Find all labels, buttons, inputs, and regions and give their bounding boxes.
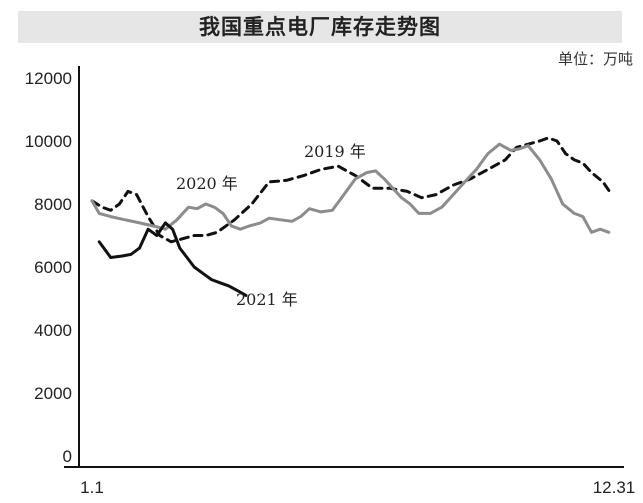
series-label-2020: 2020 年 — [176, 174, 238, 193]
series-line-2020 — [90, 142, 611, 234]
chart-title: 我国重点电厂库存走势图 — [199, 15, 441, 39]
series-label-2021: 2021 年 — [236, 290, 298, 309]
series-line-2019 — [90, 136, 614, 244]
x-tick-label: 1.1 — [80, 478, 104, 497]
chart-axes — [64, 66, 624, 468]
y-tick-label: 10000 — [25, 132, 72, 151]
series-labels: 2019 年 2020 年 2021 年 — [176, 142, 366, 309]
y-tick-label: 6000 — [34, 258, 72, 277]
chart-title-bar: 我国重点电厂库存走势图 — [18, 11, 622, 43]
y-tick-label: 0 — [63, 447, 72, 466]
series-lines — [90, 136, 614, 297]
y-tick-labels: 0 2000 4000 6000 8000 10000 12000 — [25, 69, 72, 466]
unit-label: 单位：万吨 — [557, 50, 633, 68]
y-tick-label: 8000 — [34, 195, 72, 214]
x-tick-labels: 1.1 12.31 — [80, 478, 635, 497]
y-tick-label: 2000 — [34, 384, 72, 403]
series-line-2021 — [97, 221, 248, 297]
y-tick-label: 12000 — [25, 69, 72, 88]
y-tick-label: 4000 — [34, 321, 72, 340]
x-tick-label: 12.31 — [593, 478, 636, 497]
series-label-2019: 2019 年 — [304, 142, 366, 161]
